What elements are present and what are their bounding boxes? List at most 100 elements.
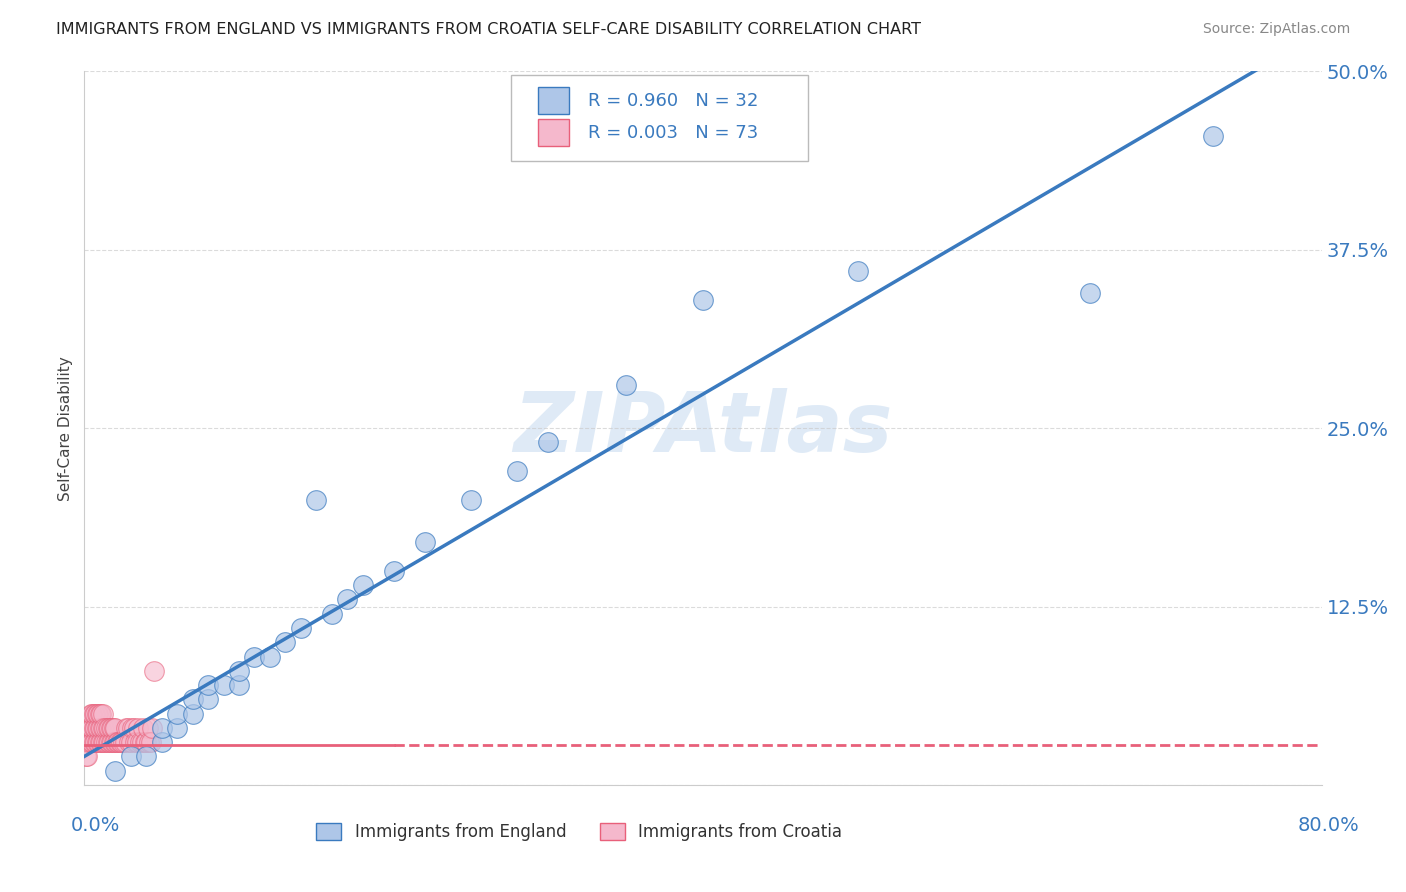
Point: [243, 649, 266, 664]
Point: [181, 706, 204, 721]
Point: [77, 735, 100, 749]
Point: [537, 435, 560, 450]
Point: [121, 721, 143, 735]
Point: [76, 749, 98, 764]
Point: [94, 721, 117, 735]
Point: [150, 721, 173, 735]
FancyBboxPatch shape: [512, 75, 808, 161]
FancyBboxPatch shape: [538, 87, 569, 114]
Point: [103, 735, 125, 749]
Point: [79, 706, 101, 721]
Point: [87, 706, 110, 721]
Point: [120, 735, 142, 749]
Point: [1078, 285, 1101, 300]
Point: [104, 764, 127, 778]
Point: [82, 706, 104, 721]
Text: 80.0%: 80.0%: [1298, 816, 1360, 835]
Point: [122, 721, 145, 735]
Point: [101, 735, 124, 749]
Y-axis label: Self-Care Disability: Self-Care Disability: [58, 356, 73, 500]
Point: [138, 735, 160, 749]
Point: [76, 735, 98, 749]
Point: [84, 735, 107, 749]
Point: [91, 721, 114, 735]
Point: [212, 678, 235, 692]
Point: [352, 578, 374, 592]
Point: [93, 721, 115, 735]
Point: [181, 692, 204, 706]
Point: [506, 464, 529, 478]
Point: [259, 649, 281, 664]
Point: [94, 735, 117, 749]
Point: [692, 293, 714, 307]
Point: [104, 735, 127, 749]
Point: [107, 735, 129, 749]
Point: [83, 735, 105, 749]
Point: [460, 492, 482, 507]
Point: [108, 735, 131, 749]
Point: [98, 735, 121, 749]
Text: R = 0.960   N = 32: R = 0.960 N = 32: [588, 92, 758, 110]
Point: [115, 721, 138, 735]
Point: [134, 735, 156, 749]
Point: [127, 721, 149, 735]
Point: [86, 721, 108, 735]
Point: [382, 564, 405, 578]
Point: [228, 664, 250, 678]
Point: [305, 492, 328, 507]
Point: [98, 721, 121, 735]
Point: [105, 735, 128, 749]
Point: [83, 721, 105, 735]
Point: [110, 735, 132, 749]
Point: [197, 678, 219, 692]
Point: [90, 706, 112, 721]
Point: [83, 706, 105, 721]
Point: [124, 735, 146, 749]
Point: [84, 706, 107, 721]
Point: [131, 735, 153, 749]
Point: [166, 721, 188, 735]
Point: [89, 735, 111, 749]
Point: [1202, 128, 1225, 143]
Point: [336, 592, 359, 607]
Text: R = 0.003   N = 73: R = 0.003 N = 73: [588, 124, 758, 142]
Point: [103, 721, 125, 735]
Point: [82, 721, 104, 735]
Point: [82, 735, 104, 749]
Point: [100, 721, 122, 735]
Point: [290, 621, 312, 635]
Point: [93, 735, 115, 749]
Point: [117, 721, 139, 735]
Point: [139, 735, 162, 749]
Point: [125, 735, 148, 749]
Legend: Immigrants from England, Immigrants from Croatia: Immigrants from England, Immigrants from…: [309, 816, 849, 848]
Point: [84, 721, 107, 735]
Point: [150, 735, 173, 749]
Point: [100, 735, 122, 749]
Point: [90, 721, 112, 735]
Point: [120, 749, 142, 764]
Point: [86, 706, 108, 721]
Point: [135, 749, 157, 764]
Point: [96, 721, 118, 735]
Point: [135, 735, 157, 749]
Point: [101, 721, 124, 735]
Point: [91, 735, 114, 749]
Point: [143, 664, 166, 678]
Point: [104, 721, 127, 735]
Point: [136, 721, 159, 735]
Point: [166, 706, 188, 721]
Point: [91, 706, 114, 721]
Point: [141, 721, 163, 735]
Point: [132, 721, 155, 735]
Point: [87, 735, 110, 749]
Point: [114, 735, 136, 749]
Point: [79, 735, 101, 749]
Point: [274, 635, 297, 649]
Text: 0.0%: 0.0%: [70, 816, 121, 835]
Point: [89, 706, 111, 721]
FancyBboxPatch shape: [538, 120, 569, 146]
Point: [86, 735, 108, 749]
Point: [228, 678, 250, 692]
Point: [96, 735, 118, 749]
